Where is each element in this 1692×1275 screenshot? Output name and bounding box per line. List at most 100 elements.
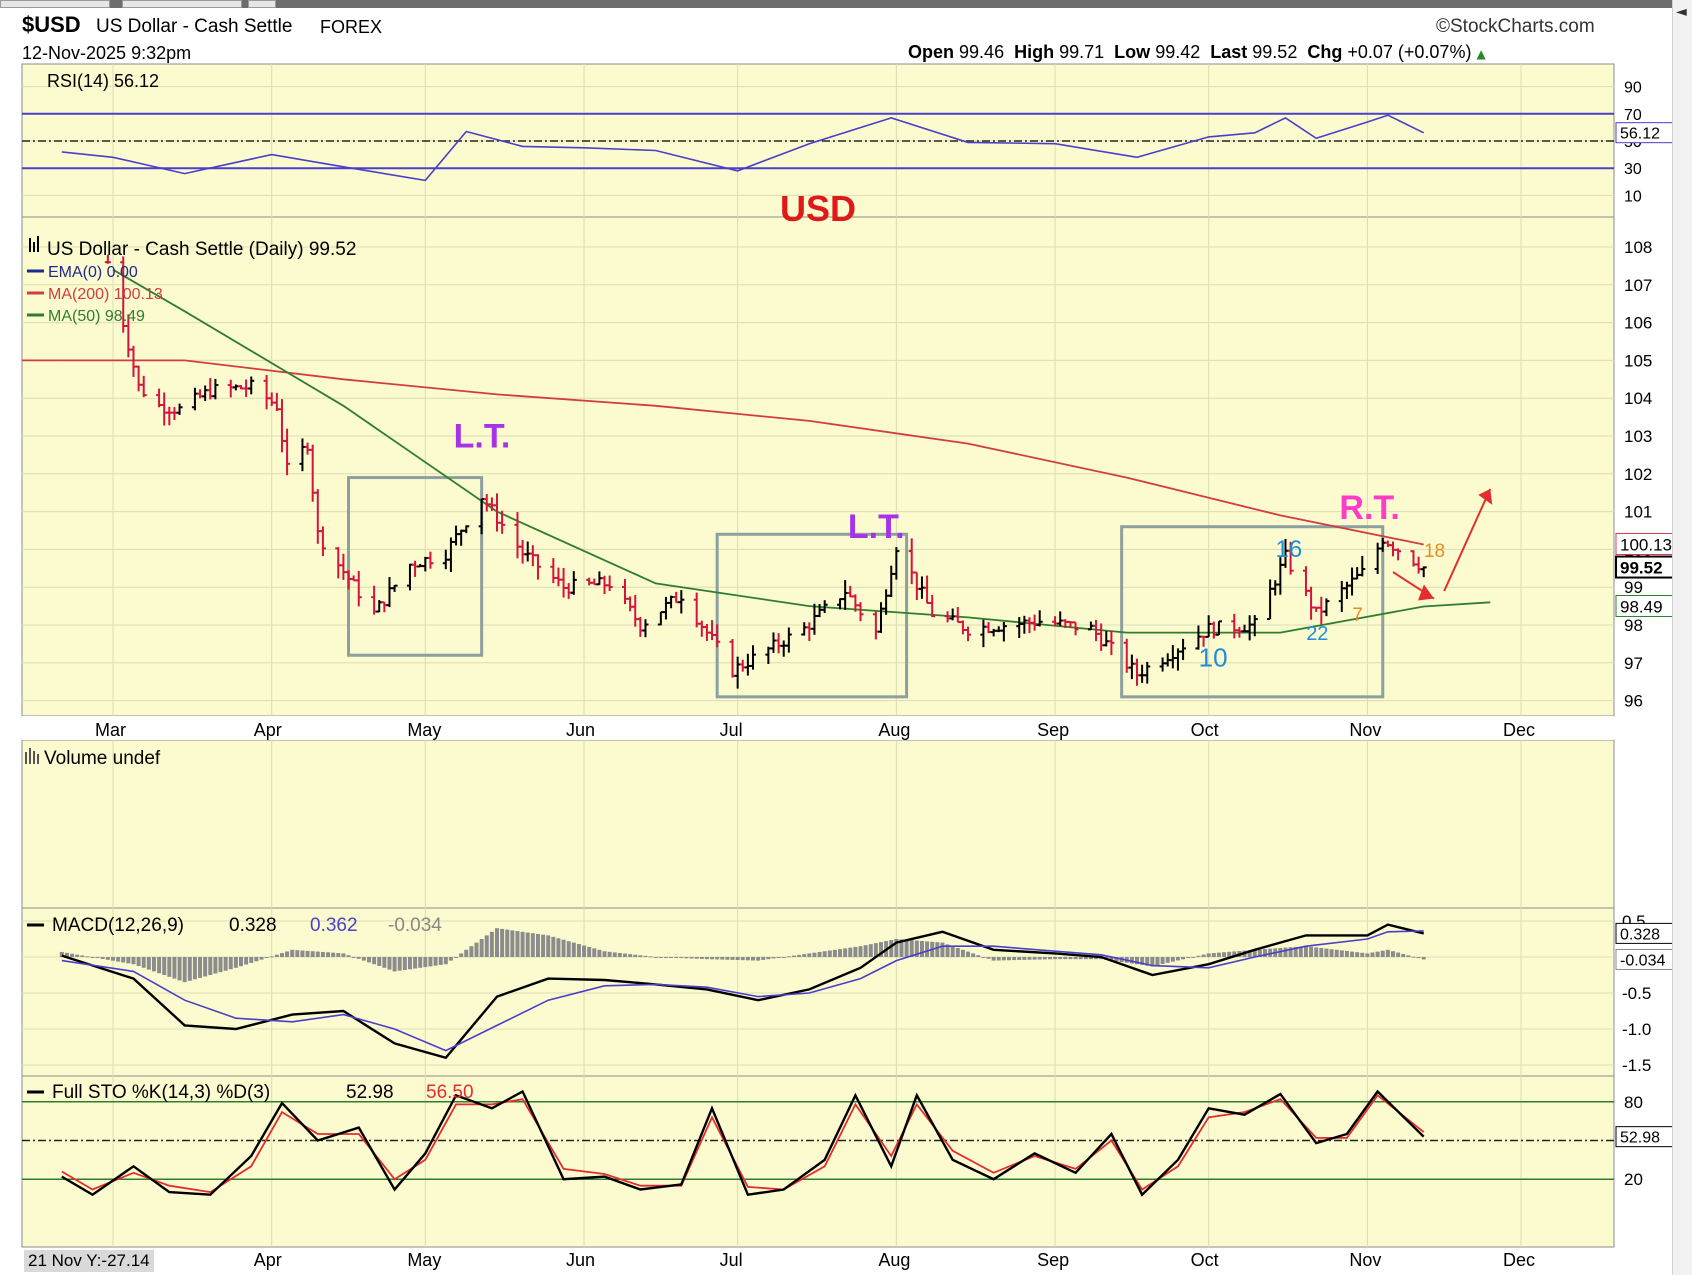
macd-histogram-bar <box>735 957 740 961</box>
macd-histogram-bar <box>1145 957 1150 966</box>
chart-instrument-name: US Dollar - Cash Settle <box>96 16 293 37</box>
macd-histogram-bar <box>146 957 151 970</box>
macd-histogram-bar <box>100 957 105 959</box>
macd-histogram-bar <box>904 939 909 957</box>
macd-histogram-bar <box>1181 957 1186 960</box>
macd-histogram-bar <box>996 957 1001 961</box>
macd-histogram-bar <box>377 957 382 966</box>
sto-xaxis-label: Jun <box>566 1250 595 1270</box>
macd-histogram-bar <box>710 957 715 960</box>
macd-histogram-bar <box>1109 957 1114 961</box>
macd-histogram-bar <box>244 957 249 965</box>
macd-histogram-bar <box>249 957 254 963</box>
browser-tab[interactable] <box>0 0 110 8</box>
macd-histogram-bar <box>479 939 484 957</box>
price-tick-label: 97 <box>1624 654 1643 673</box>
high-label: High <box>1014 42 1055 62</box>
macd-value-tag: -0.034 <box>1620 952 1665 969</box>
macd-histogram-bar <box>1380 950 1385 957</box>
macd-histogram-bar <box>228 957 233 970</box>
rsi-series-line <box>61 114 1425 182</box>
macd-histogram-bar <box>351 957 356 958</box>
macd-histogram-bar <box>172 957 177 979</box>
last-value: 99.52 <box>1252 42 1298 62</box>
macd-histogram-bar <box>623 953 627 957</box>
macd-histogram-bar <box>80 955 85 957</box>
macd-histogram-bar <box>1227 951 1232 957</box>
macd-histogram-bar <box>418 957 423 968</box>
macd-histogram-bar <box>136 957 141 966</box>
macd-histogram-bar <box>105 957 110 960</box>
macd-histogram-bar <box>505 929 510 957</box>
macd-histogram-bar <box>331 952 336 957</box>
macd-histogram-bar <box>525 932 530 957</box>
macd-histogram-bar <box>546 935 551 957</box>
up-triangle-icon: ▲ <box>1476 47 1486 61</box>
macd-histogram-bar <box>484 935 489 957</box>
macd-histogram-bar <box>367 957 371 963</box>
macd-histogram-bar <box>70 953 75 957</box>
macd-histogram-bar <box>1083 957 1088 960</box>
signal-value: 0.362 <box>310 915 358 936</box>
copyright-symbol: © <box>1436 16 1450 37</box>
macd-histogram-bar <box>1135 957 1139 965</box>
macd-histogram-bar <box>1027 957 1032 960</box>
macd-histogram-bar <box>535 933 540 957</box>
macd-histogram-bar <box>500 928 505 957</box>
macd-histogram-bar <box>448 957 453 961</box>
macd-histogram-bar <box>1073 957 1078 960</box>
price-tick-label: 106 <box>1624 314 1652 333</box>
macd-histogram-bar <box>1293 946 1298 957</box>
analysis-box <box>1120 525 1385 699</box>
scroll-up-arrow-icon[interactable]: ◄ <box>1676 4 1687 20</box>
macd-histogram-bar <box>157 957 162 974</box>
volume-icon <box>25 748 39 764</box>
macd-histogram-bar <box>1288 947 1293 957</box>
down-arrowhead-icon <box>1417 584 1434 601</box>
macd-histogram-bar <box>745 957 750 961</box>
macd-histogram-bar <box>628 954 633 957</box>
macd-histogram-bar <box>59 951 64 957</box>
sto-xaxis-label: Dec <box>1503 1250 1535 1270</box>
macd-histogram-bar <box>464 949 469 957</box>
macd-histogram-bar <box>607 951 612 957</box>
macd-histogram-bar <box>223 957 228 971</box>
browser-tab[interactable] <box>248 0 276 8</box>
macd-histogram-bar <box>382 957 387 968</box>
macd-histogram-bar <box>208 957 213 975</box>
macd-histogram-bar <box>919 941 924 957</box>
macd-histogram-bar <box>121 957 126 963</box>
macd-histogram-bar <box>428 957 433 967</box>
brand-logo[interactable]: ©StockCharts.com <box>1436 16 1595 38</box>
brand-name: StockCharts.com <box>1450 16 1595 37</box>
macd-histogram-bar <box>1421 957 1426 960</box>
macd-histogram-bar <box>843 948 848 957</box>
low-label: Low <box>1114 42 1151 62</box>
macd-histogram-bar <box>561 939 566 957</box>
macd-histogram-bar <box>991 957 996 961</box>
macd-histogram-bar <box>182 957 187 983</box>
signal-line <box>61 930 1424 1052</box>
ma50-line <box>112 268 1491 634</box>
price-tick-label: 102 <box>1624 465 1652 484</box>
macd-value-tag: 0.328 <box>1620 926 1660 943</box>
macd-histogram-bar <box>950 946 955 957</box>
macd-histogram-bar <box>1155 957 1160 966</box>
macd-histogram-bar <box>1007 957 1011 961</box>
macd-histogram-bar <box>1175 957 1180 961</box>
price-tick-label: 96 <box>1624 692 1643 711</box>
macd-histogram-bar <box>141 957 146 968</box>
macd-histogram-bar <box>945 944 950 957</box>
browser-tab[interactable] <box>122 0 242 8</box>
macd-histogram-bar <box>879 942 883 957</box>
macd-histogram-bar <box>756 957 761 961</box>
macd-histogram-bar <box>520 931 525 957</box>
macd-histogram-bar <box>1191 956 1196 958</box>
macd-histogram-bar <box>1196 955 1201 957</box>
vertical-scrollbar[interactable] <box>1672 0 1692 1275</box>
macd-histogram-bar <box>90 957 95 958</box>
macd-histogram-bar <box>1032 957 1037 960</box>
chart-symbol: $USD <box>22 12 81 37</box>
macd-histogram-bar <box>822 951 827 957</box>
